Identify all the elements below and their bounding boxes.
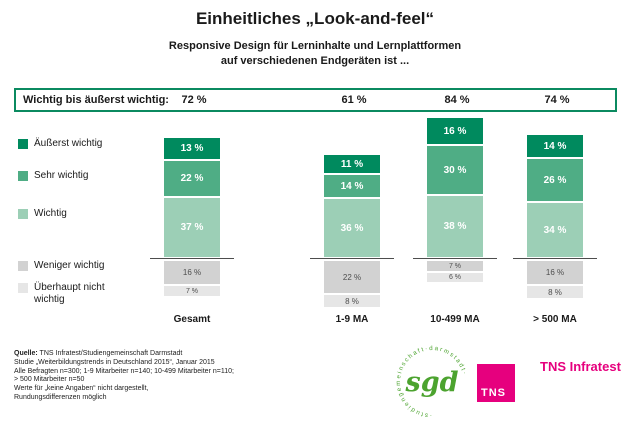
bar-segment: 22 %	[324, 261, 380, 293]
bar-segment: 14 %	[527, 135, 583, 157]
page-title: Einheitliches „Look-and-feel“	[195, 9, 435, 28]
bar-negative-stack: 16 % 7 %	[164, 261, 220, 296]
source-line: Studie „Weiterbildungstrends in Deutschl…	[14, 358, 215, 366]
bar-positive-stack: 11 % 14 % 36 %	[324, 155, 380, 257]
bar-segment: 14 %	[324, 175, 380, 197]
bar-positive-stack: 16 % 30 % 38 %	[427, 118, 483, 257]
legend-item: Wichtig	[18, 208, 133, 220]
tns-infratest-logo: TNS Infratest	[540, 359, 621, 374]
legend-label: Wichtig	[34, 208, 67, 219]
bar-segment: 22 %	[164, 161, 220, 196]
bar-negative-stack: 16 % 8 %	[527, 261, 583, 298]
tns-logo: TNS	[477, 364, 515, 402]
bar-segment: 26 %	[527, 159, 583, 201]
legend-label: Sehr wichtig	[34, 170, 89, 181]
sgd-logo: · s t u d i e n g e m e i n s c h a f t …	[395, 345, 468, 419]
legend-label: Weniger wichtig	[34, 260, 105, 271]
axis-line	[310, 258, 394, 259]
legend-swatch	[18, 283, 28, 293]
axis-line	[513, 258, 597, 259]
bar-segment: 8 %	[527, 286, 583, 298]
source-line: > 500 Mitarbeiter n=50	[14, 376, 85, 384]
axis-line	[150, 258, 234, 259]
legend-swatch	[18, 139, 28, 149]
source-label: Quelle:	[14, 350, 38, 357]
bar-segment: 16 %	[164, 261, 220, 284]
subtitle-line-2: auf verschiedenen Endgeräten ist ...	[220, 55, 410, 67]
bar-negative-stack: 22 % 8 %	[324, 261, 380, 307]
bar-segment: 8 %	[324, 295, 380, 307]
bar-segment: 7 %	[427, 261, 483, 271]
source-note: Quelle: TNS Infratest/Studiengemeinschaf…	[14, 350, 264, 403]
source-line: Rundungsdifferenzen möglich	[14, 393, 107, 401]
bar-positive-stack: 14 % 26 % 34 %	[527, 135, 583, 257]
legend-swatch	[18, 261, 28, 271]
summary-value: 61 %	[341, 94, 367, 106]
axis-line	[413, 258, 497, 259]
legend-swatch	[18, 209, 28, 219]
legend-item: Äußerst wichtig	[18, 138, 133, 150]
page-subtitle: Responsive Design für Lerninhalte und Le…	[0, 39, 630, 69]
category-label: > 500 MA	[533, 314, 577, 325]
tns-logo-text: TNS	[481, 387, 506, 399]
source-line: Werte für „keine Angaben“ nicht dargeste…	[14, 385, 149, 393]
source-line-rest: TNS Infratest/Studiengemeinschaft Darmst…	[37, 350, 183, 357]
chart-legend: Äußerst wichtig Sehr wichtig Wichtig Wenige…	[0, 0, 160, 424]
legend-item: Überhaupt nicht wichtig	[18, 282, 133, 306]
summary-box: Wichtig bis äußerst wichtig: 72 % 61 % 84 …	[14, 88, 617, 112]
source-line: Alle Befragten n=300; 1-9 Mitarbeiter n=…	[14, 367, 234, 375]
legend-item: Sehr wichtig	[18, 170, 133, 182]
sgd-wordmark: sgd	[405, 367, 459, 398]
bar-segment: 37 %	[164, 198, 220, 257]
subtitle-line-1: Responsive Design für Lerninhalte und Le…	[168, 40, 462, 52]
category-label: 1-9 MA	[335, 314, 369, 325]
summary-value: 72 %	[181, 94, 207, 106]
legend-label: Überhaupt nicht wichtig	[34, 282, 105, 305]
summary-value: 74 %	[544, 94, 570, 106]
bar-segment: 11 %	[324, 155, 380, 173]
summary-value: 84 %	[444, 94, 470, 106]
legend-item: Weniger wichtig	[18, 260, 133, 272]
bar-segment: 6 %	[427, 273, 483, 282]
bar-segment: 7 %	[164, 286, 220, 296]
category-label: 10-499 MA	[430, 314, 480, 325]
bar-segment: 38 %	[427, 196, 483, 257]
legend-swatch	[18, 171, 28, 181]
bar-segment: 13 %	[164, 138, 220, 159]
bar-segment: 16 %	[527, 261, 583, 284]
bar-segment: 36 %	[324, 199, 380, 257]
bar-segment: 16 %	[427, 118, 483, 144]
bar-negative-stack: 7 % 6 %	[427, 261, 483, 282]
source-line: Quelle: TNS Infratest/Studiengemeinschaf…	[14, 350, 264, 359]
legend-label: Äußerst wichtig	[34, 138, 103, 149]
category-label: Gesamt	[173, 314, 211, 325]
summary-label: Wichtig bis äußerst wichtig:	[23, 94, 169, 106]
bar-segment: 30 %	[427, 146, 483, 194]
bar-segment: 34 %	[527, 203, 583, 257]
bar-positive-stack: 13 % 22 % 37 %	[164, 138, 220, 257]
